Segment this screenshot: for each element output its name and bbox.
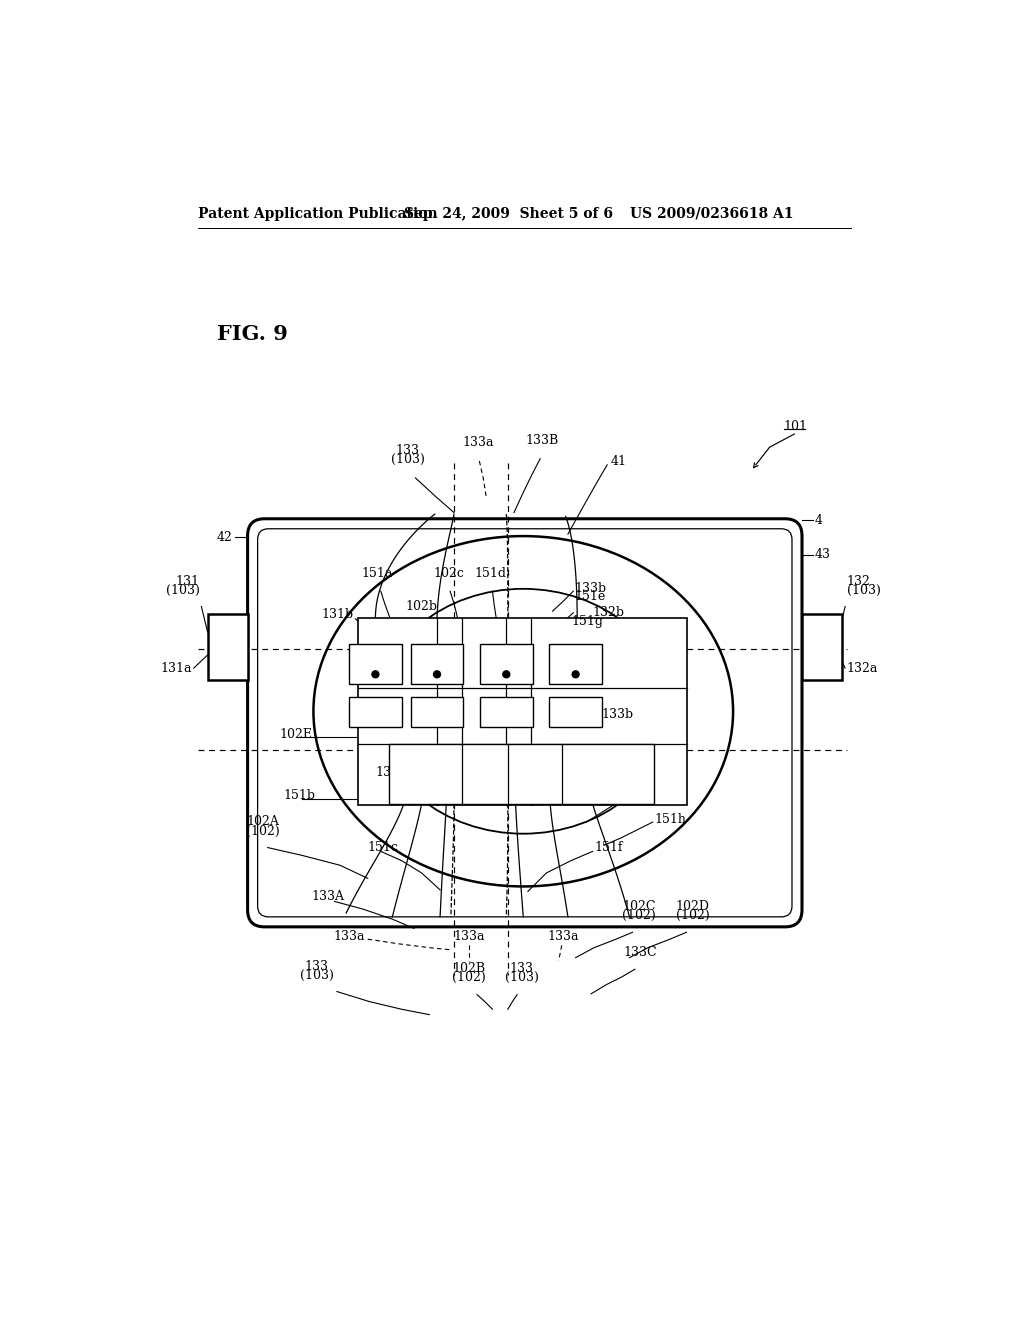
Text: 151h: 151h — [654, 813, 686, 825]
Circle shape — [372, 671, 379, 677]
Text: 133B: 133B — [526, 434, 559, 447]
Text: 102b: 102b — [406, 599, 437, 612]
Bar — [411, 697, 463, 726]
Text: 151d: 151d — [475, 568, 507, 581]
Text: 131a: 131a — [161, 661, 193, 675]
Text: 132b: 132b — [593, 606, 625, 619]
Text: FIG. 9: FIG. 9 — [217, 323, 288, 345]
Text: 101: 101 — [783, 420, 808, 433]
Text: (103): (103) — [166, 585, 200, 598]
Text: 131: 131 — [176, 576, 200, 589]
Text: US 2009/0236618 A1: US 2009/0236618 A1 — [630, 207, 793, 220]
Text: (103): (103) — [300, 969, 334, 982]
Text: (102): (102) — [246, 825, 280, 838]
Text: 4: 4 — [814, 513, 822, 527]
Bar — [349, 697, 401, 726]
Text: 42: 42 — [217, 531, 233, 544]
Bar — [802, 614, 842, 681]
Text: (103): (103) — [847, 585, 881, 598]
Circle shape — [503, 671, 510, 677]
Text: 151c: 151c — [368, 841, 398, 854]
Text: 41: 41 — [610, 454, 627, 467]
FancyBboxPatch shape — [248, 519, 802, 927]
Text: (102): (102) — [453, 970, 486, 983]
Text: 133b: 133b — [602, 708, 634, 721]
Text: 133a: 133a — [548, 929, 579, 942]
Circle shape — [433, 671, 440, 677]
Text: 133b: 133b — [376, 767, 408, 779]
Text: 132a: 132a — [847, 661, 878, 675]
Text: 133a: 133a — [334, 929, 366, 942]
Bar — [550, 644, 602, 684]
Text: (102): (102) — [676, 909, 710, 923]
Text: 151b: 151b — [283, 789, 315, 803]
Text: Sep. 24, 2009  Sheet 5 of 6: Sep. 24, 2009 Sheet 5 of 6 — [403, 207, 613, 220]
Bar — [480, 644, 532, 684]
Text: 133: 133 — [395, 444, 420, 457]
Text: 102B: 102B — [453, 961, 486, 974]
Bar — [411, 644, 463, 684]
Text: 133: 133 — [510, 961, 534, 974]
Text: 102A: 102A — [246, 816, 279, 829]
Text: (103): (103) — [391, 453, 425, 466]
Bar — [480, 697, 532, 726]
Bar — [550, 697, 602, 726]
Text: (103): (103) — [505, 970, 539, 983]
Text: 133b: 133b — [574, 582, 607, 594]
Text: Patent Application Publication: Patent Application Publication — [199, 207, 438, 220]
Text: 151e: 151e — [574, 590, 606, 603]
Text: 151g: 151g — [571, 615, 603, 628]
Bar — [349, 644, 401, 684]
Bar — [388, 743, 654, 804]
Text: 133A: 133A — [311, 890, 344, 903]
Text: 102C: 102C — [622, 900, 655, 913]
Text: 133C: 133C — [624, 946, 657, 960]
Text: 131b: 131b — [322, 607, 354, 620]
Text: 8: 8 — [635, 785, 643, 797]
Text: 102c: 102c — [433, 568, 464, 581]
Circle shape — [572, 671, 580, 677]
Text: 151a: 151a — [361, 568, 392, 581]
Text: 43: 43 — [814, 548, 830, 561]
Text: (102): (102) — [622, 909, 655, 923]
Bar — [357, 618, 686, 805]
Text: 102D: 102D — [676, 900, 710, 913]
Text: 102E: 102E — [280, 727, 312, 741]
Bar — [208, 614, 248, 681]
Text: 133a: 133a — [454, 929, 485, 942]
Text: 133: 133 — [305, 960, 329, 973]
Text: 151f: 151f — [594, 841, 623, 854]
Text: 132: 132 — [847, 576, 870, 589]
Text: 133a: 133a — [463, 437, 495, 449]
